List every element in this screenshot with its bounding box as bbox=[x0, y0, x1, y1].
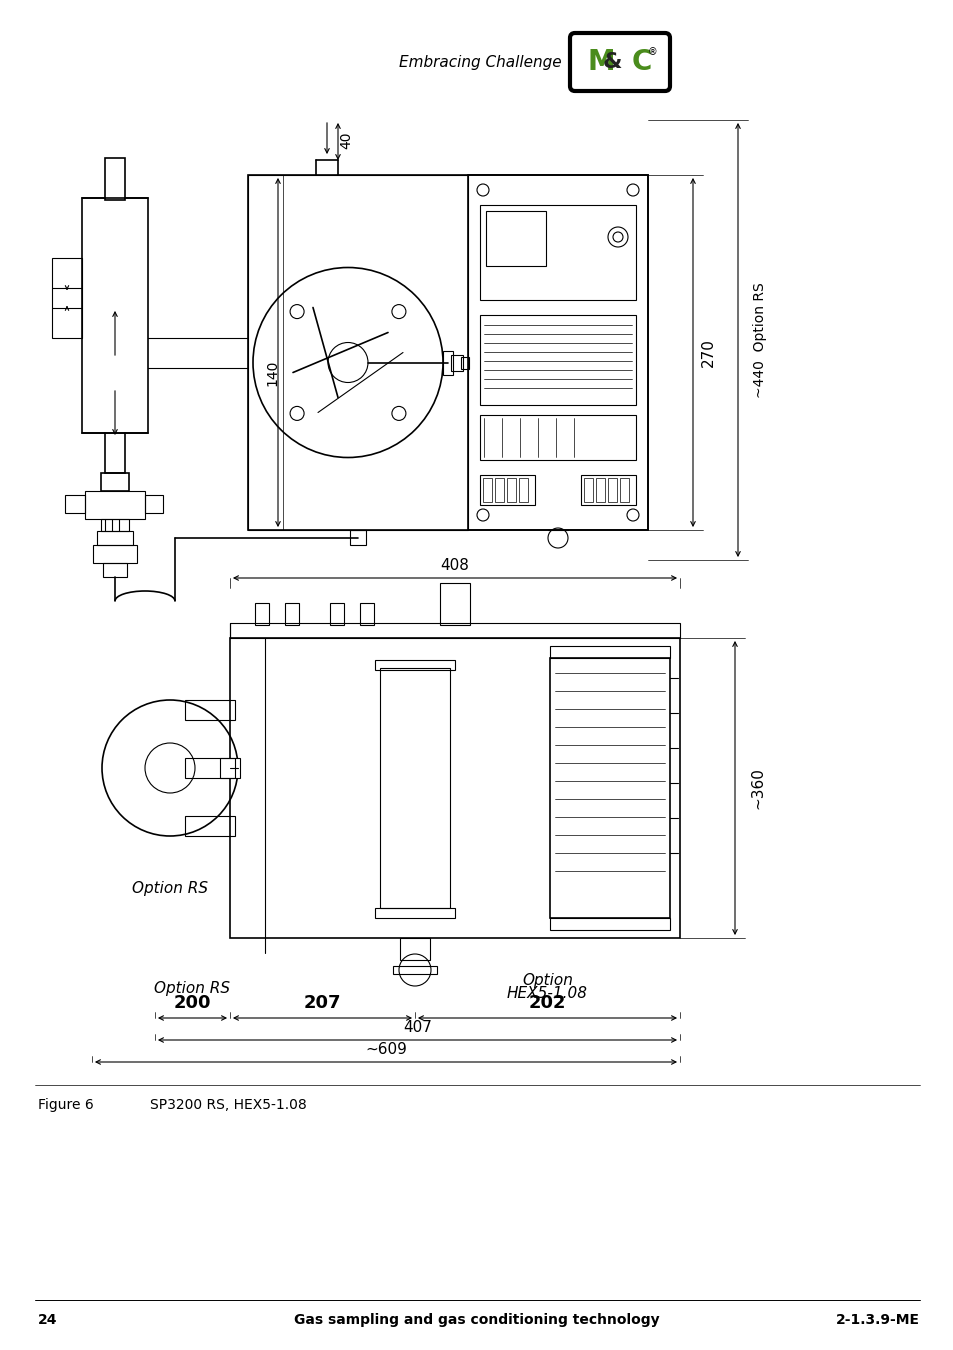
Bar bbox=[479, 475, 535, 505]
Text: 408: 408 bbox=[440, 559, 469, 574]
Text: 40: 40 bbox=[338, 131, 353, 148]
Bar bbox=[330, 603, 344, 625]
Bar bbox=[85, 491, 145, 518]
Text: ®: ® bbox=[647, 47, 658, 57]
Bar bbox=[379, 668, 450, 909]
Text: 407: 407 bbox=[402, 1021, 432, 1035]
Bar bbox=[495, 478, 503, 502]
Bar bbox=[375, 909, 455, 918]
Bar bbox=[103, 563, 127, 576]
Text: Option: Option bbox=[521, 972, 573, 987]
Bar bbox=[185, 701, 234, 720]
Text: HEX5-1.08: HEX5-1.08 bbox=[506, 987, 587, 1002]
Text: 140: 140 bbox=[265, 359, 278, 386]
Bar bbox=[101, 472, 129, 491]
Bar bbox=[101, 518, 129, 531]
Bar bbox=[92, 545, 137, 563]
Text: ~440  Option RS: ~440 Option RS bbox=[752, 282, 766, 398]
Bar bbox=[230, 639, 679, 938]
Bar bbox=[596, 478, 604, 502]
Bar bbox=[479, 414, 636, 460]
FancyBboxPatch shape bbox=[569, 32, 669, 90]
Bar bbox=[105, 433, 125, 472]
Bar bbox=[506, 478, 516, 502]
Bar bbox=[105, 158, 125, 200]
Bar bbox=[248, 176, 647, 531]
Bar bbox=[583, 478, 593, 502]
Bar bbox=[580, 475, 636, 505]
Bar bbox=[607, 478, 617, 502]
Bar bbox=[52, 258, 82, 338]
Bar bbox=[393, 967, 436, 973]
Bar bbox=[375, 660, 455, 670]
Text: 200: 200 bbox=[173, 994, 211, 1012]
Text: 202: 202 bbox=[528, 994, 566, 1012]
Text: 24: 24 bbox=[38, 1314, 57, 1327]
Bar bbox=[220, 757, 240, 778]
Bar bbox=[97, 531, 132, 545]
Bar bbox=[65, 495, 85, 513]
Text: &: & bbox=[601, 53, 621, 72]
Bar bbox=[285, 603, 298, 625]
Text: 207: 207 bbox=[303, 994, 341, 1012]
Bar bbox=[442, 351, 453, 374]
Bar bbox=[460, 356, 469, 369]
Bar bbox=[550, 647, 669, 657]
Bar bbox=[550, 657, 669, 918]
Text: Gas sampling and gas conditioning technology: Gas sampling and gas conditioning techno… bbox=[294, 1314, 659, 1327]
Bar bbox=[248, 176, 468, 531]
Bar bbox=[479, 205, 636, 300]
Bar bbox=[485, 211, 545, 266]
Bar bbox=[399, 938, 430, 960]
Text: Figure 6: Figure 6 bbox=[38, 1098, 93, 1112]
Bar bbox=[518, 478, 527, 502]
Text: M: M bbox=[587, 49, 615, 76]
Bar bbox=[185, 815, 234, 836]
Bar bbox=[185, 757, 234, 778]
Bar bbox=[82, 198, 148, 433]
Text: 2-1.3.9-ME: 2-1.3.9-ME bbox=[835, 1314, 919, 1327]
Bar bbox=[468, 176, 647, 531]
Text: SP3200 RS, HEX5-1.08: SP3200 RS, HEX5-1.08 bbox=[150, 1098, 307, 1112]
Text: Option RS: Option RS bbox=[132, 880, 208, 895]
Bar bbox=[619, 478, 628, 502]
Bar bbox=[451, 355, 462, 370]
Text: Embracing Challenge: Embracing Challenge bbox=[399, 54, 561, 69]
Text: Option RS: Option RS bbox=[154, 980, 231, 995]
Bar bbox=[439, 583, 470, 625]
Bar bbox=[145, 495, 163, 513]
Text: 270: 270 bbox=[700, 338, 715, 367]
Bar bbox=[254, 603, 269, 625]
Text: C: C bbox=[631, 49, 652, 76]
Bar bbox=[230, 622, 679, 639]
Bar bbox=[359, 603, 374, 625]
Bar bbox=[550, 918, 669, 930]
Text: ~609: ~609 bbox=[365, 1042, 407, 1057]
Bar bbox=[479, 315, 636, 405]
Text: ~360: ~360 bbox=[750, 767, 764, 809]
Bar bbox=[482, 478, 492, 502]
Bar bbox=[350, 531, 366, 545]
